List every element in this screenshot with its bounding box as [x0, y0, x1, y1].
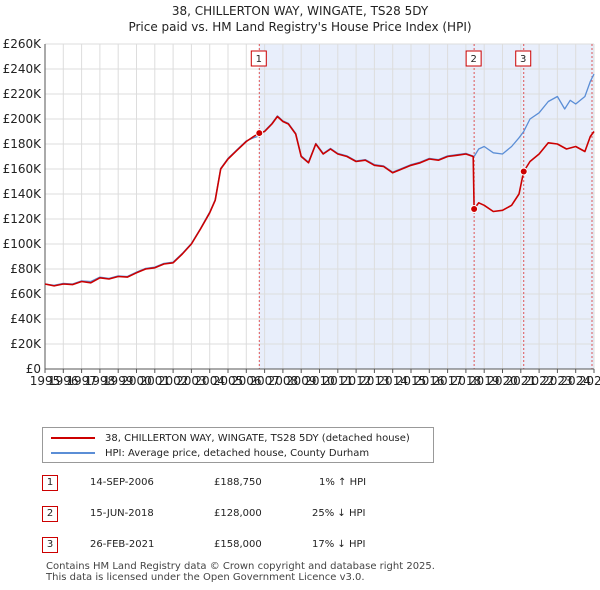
y-tick-label: £180K [3, 137, 43, 151]
x-tick-label: 2021 [506, 374, 537, 388]
legend-swatch-hpi [51, 452, 95, 454]
x-tick-label: 2019 [469, 374, 500, 388]
y-tick-label: £120K [3, 212, 43, 226]
x-tick-label: 1997 [66, 374, 97, 388]
x-tick-label: 2010 [304, 374, 335, 388]
x-tick-label: 2001 [140, 374, 171, 388]
x-tick-label: 2002 [158, 374, 189, 388]
sale-label-box [465, 50, 482, 67]
x-tick-label: 1996 [48, 374, 79, 388]
x-tick-label: 1995 [30, 374, 61, 388]
x-tick-label: 2004 [194, 374, 225, 388]
x-tick-label: 2003 [176, 374, 207, 388]
y-tick-label: £220K [3, 87, 43, 101]
sale-date: 26-FEB-2021 [90, 539, 155, 550]
sale-badge: 3 [42, 537, 58, 553]
x-tick-label: 2012 [341, 374, 372, 388]
y-tick-label: £140K [3, 187, 43, 201]
y-tick-label: £20K [10, 337, 42, 351]
sale-badge: 1 [42, 475, 58, 491]
legend-swatch-property [51, 437, 95, 439]
footer-copyright: Contains HM Land Registry data © Crown c… [46, 561, 435, 572]
x-tick-label: 2005 [213, 374, 244, 388]
x-tick-label: 2013 [359, 374, 390, 388]
y-tick-label: £100K [3, 237, 43, 251]
sale-label: 2 [470, 54, 476, 65]
sale-hpi-change: 17% ↓ HPI [312, 539, 366, 550]
sale-point [519, 167, 528, 176]
x-tick-label: 2014 [377, 374, 408, 388]
property-price-line [44, 115, 595, 287]
x-tick-label: 2017 [432, 374, 463, 388]
x-tick-label: 2015 [396, 374, 427, 388]
legend-label-property: 38, CHILLERTON WAY, WINGATE, TS28 5DY (d… [105, 432, 410, 444]
y-tick-label: £200K [3, 112, 43, 126]
x-tick-label: 2011 [323, 374, 354, 388]
x-tick-label: 2020 [487, 374, 518, 388]
y-tick-label: £160K [3, 162, 43, 176]
sale-hpi-change: 1% ↑ HPI [319, 477, 367, 488]
x-tick-label: 1999 [103, 374, 134, 388]
y-tick-label: £40K [10, 312, 42, 326]
ownership-shade [259, 44, 594, 369]
x-tick-label: 1998 [85, 374, 116, 388]
x-tick-label: 2009 [286, 374, 317, 388]
sale-hpi-change: 25% ↓ HPI [312, 508, 366, 519]
sale-price: £188,750 [214, 477, 262, 488]
sale-point [470, 205, 479, 213]
sale-price: £158,000 [214, 539, 262, 550]
x-tick-label: 2016 [414, 374, 445, 388]
sale-date: 14-SEP-2006 [90, 477, 154, 488]
sale-date: 15-JUN-2018 [90, 508, 154, 519]
x-tick-label: 2007 [249, 374, 280, 388]
sale-point [255, 129, 264, 138]
legend-label-hpi: HPI: Average price, detached house, Coun… [105, 447, 370, 459]
chart-subtitle: Price paid vs. HM Land Registry's House … [128, 20, 472, 34]
x-tick-label: 2006 [231, 374, 262, 388]
y-tick-label: £240K [3, 62, 43, 76]
sale-price: £128,000 [214, 508, 262, 519]
sale-label-box [515, 50, 532, 67]
x-tick-label: 2024 [560, 374, 591, 388]
sale-label: 1 [256, 54, 262, 65]
footer-licence: This data is licensed under the Open Gov… [46, 572, 365, 583]
x-tick-label: 2008 [268, 374, 299, 388]
y-tick-label: £80K [10, 262, 42, 276]
legend-item-property: 38, CHILLERTON WAY, WINGATE, TS28 5DY (d… [51, 431, 410, 445]
sale-label-box [250, 50, 267, 67]
legend-item-hpi: HPI: Average price, detached house, Coun… [51, 446, 369, 460]
legend: 38, CHILLERTON WAY, WINGATE, TS28 5DY (d… [42, 427, 434, 463]
sale-badge: 2 [42, 506, 58, 522]
y-tick-label: £260K [3, 37, 43, 51]
x-tick-label: 2000 [121, 374, 152, 388]
chart-title: 38, CHILLERTON WAY, WINGATE, TS28 5DY [171, 4, 429, 18]
x-tick-label: 2022 [524, 374, 555, 388]
y-tick-label: £0 [26, 362, 41, 376]
x-tick-label: 2018 [451, 374, 482, 388]
sale-label: 3 [520, 54, 526, 65]
x-tick-label: 2025 [579, 374, 600, 388]
x-tick-label: 2023 [542, 374, 573, 388]
y-tick-label: £60K [10, 287, 42, 301]
price-chart: £0 £20K £40K £60K £80K £100K £120K £140K £160K £1… [3, 37, 600, 388]
